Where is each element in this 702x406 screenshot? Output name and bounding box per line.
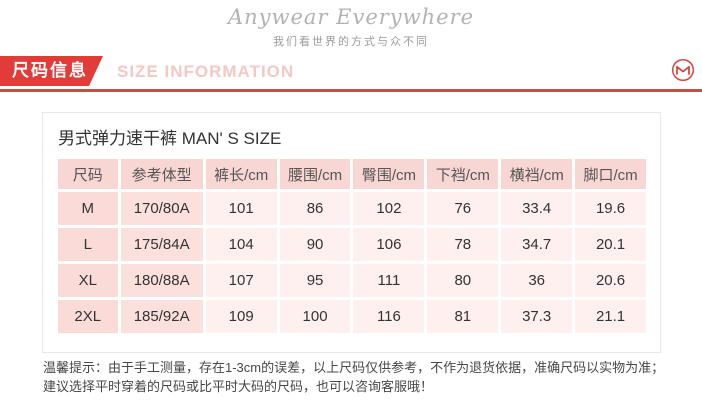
column-header: 横裆/cm bbox=[501, 159, 573, 189]
table-cell: L bbox=[58, 228, 118, 261]
table-cell: 116 bbox=[353, 300, 425, 333]
table-cell: 102 bbox=[353, 192, 425, 225]
table-cell: 78 bbox=[427, 228, 499, 261]
column-header: 脚口/cm bbox=[575, 159, 646, 189]
table-cell: 90 bbox=[279, 228, 351, 261]
table-cell: 109 bbox=[205, 300, 277, 333]
table-row: M 170/80A 101 86 102 76 33.4 19.6 bbox=[58, 192, 646, 225]
size-info-ribbon-en: SIZE INFORMATION bbox=[117, 62, 295, 81]
table-cell: M bbox=[58, 192, 118, 225]
table-cell: 19.6 bbox=[575, 192, 646, 225]
table-cell: 170/80A bbox=[120, 192, 203, 225]
size-table: 尺码 参考体型 裤长/cm 腰围/cm 臀围/cm 下裆/cm 横裆/cm 脚口/cm M 17… bbox=[55, 156, 649, 336]
notice-text: 温馨提示：由于手工测量，存在1-3cm的误差，以上尺码仅供参考，不作为退货依据，… bbox=[43, 358, 688, 396]
column-header: 腰围/cm bbox=[279, 159, 351, 189]
table-cell: 86 bbox=[279, 192, 351, 225]
product-size-title: 男式弹力速干裤 MAN' S SIZE bbox=[58, 129, 282, 148]
table-cell: 185/92A bbox=[120, 300, 203, 333]
table-cell: 80 bbox=[427, 264, 499, 297]
table-cell: XL bbox=[58, 264, 118, 297]
table-cell: 37.3 bbox=[501, 300, 573, 333]
table-cell: 175/84A bbox=[120, 228, 203, 261]
column-header: 下裆/cm bbox=[427, 159, 499, 189]
brand-subtitle: 我们看世界的方式与众不同 bbox=[273, 36, 429, 48]
table-cell: 2XL bbox=[58, 300, 118, 333]
table-row: 2XL 185/92A 109 100 116 81 37.3 21.1 bbox=[58, 300, 646, 333]
notice-line-2: 建议选择平时穿着的尺码或比平时大码的尺码，也可以咨询客服哦！ bbox=[43, 379, 434, 394]
table-cell: 76 bbox=[427, 192, 499, 225]
column-header: 臀围/cm bbox=[353, 159, 425, 189]
table-row: L 175/84A 104 90 106 78 34.7 20.1 bbox=[58, 228, 646, 261]
table-cell: 104 bbox=[205, 228, 277, 261]
table-cell: 111 bbox=[353, 264, 425, 297]
table-cell: 101 bbox=[205, 192, 277, 225]
table-cell: 20.6 bbox=[575, 264, 646, 297]
table-cell: 21.1 bbox=[575, 300, 646, 333]
size-panel: 男式弹力速干裤 MAN' S SIZE 尺码 参考体型 裤长/cm 腰围/cm 臀围/c… bbox=[42, 112, 661, 353]
m-monogram-icon bbox=[671, 58, 695, 82]
table-cell: 107 bbox=[205, 264, 277, 297]
size-table-body: M 170/80A 101 86 102 76 33.4 19.6 L 175/84A 104 90 1… bbox=[58, 192, 646, 333]
table-cell: 33.4 bbox=[501, 192, 573, 225]
table-cell: 180/88A bbox=[120, 264, 203, 297]
notice-line-1: 温馨提示：由于手工测量，存在1-3cm的误差，以上尺码仅供参考，不作为退货依据，… bbox=[43, 360, 665, 375]
column-header: 尺码 bbox=[58, 159, 118, 189]
table-cell: 100 bbox=[279, 300, 351, 333]
table-cell: 20.1 bbox=[575, 228, 646, 261]
table-cell: 81 bbox=[427, 300, 499, 333]
size-info-ribbon: 尺码信息 bbox=[0, 56, 103, 86]
table-cell: 36 bbox=[501, 264, 573, 297]
table-cell: 106 bbox=[353, 228, 425, 261]
table-cell: 34.7 bbox=[501, 228, 573, 261]
table-row: XL 180/88A 107 95 111 80 36 20.6 bbox=[58, 264, 646, 297]
brand-title: Anywear Everywhere bbox=[227, 5, 475, 29]
size-table-head: 尺码 参考体型 裤长/cm 腰围/cm 臀围/cm 下裆/cm 横裆/cm 脚口/cm bbox=[58, 159, 646, 189]
header-row: 尺码 参考体型 裤长/cm 腰围/cm 臀围/cm 下裆/cm 横裆/cm 脚口/cm bbox=[58, 159, 646, 189]
column-header: 参考体型 bbox=[120, 159, 203, 189]
table-cell: 95 bbox=[279, 264, 351, 297]
divider-line bbox=[0, 89, 702, 92]
column-header: 裤长/cm bbox=[205, 159, 277, 189]
